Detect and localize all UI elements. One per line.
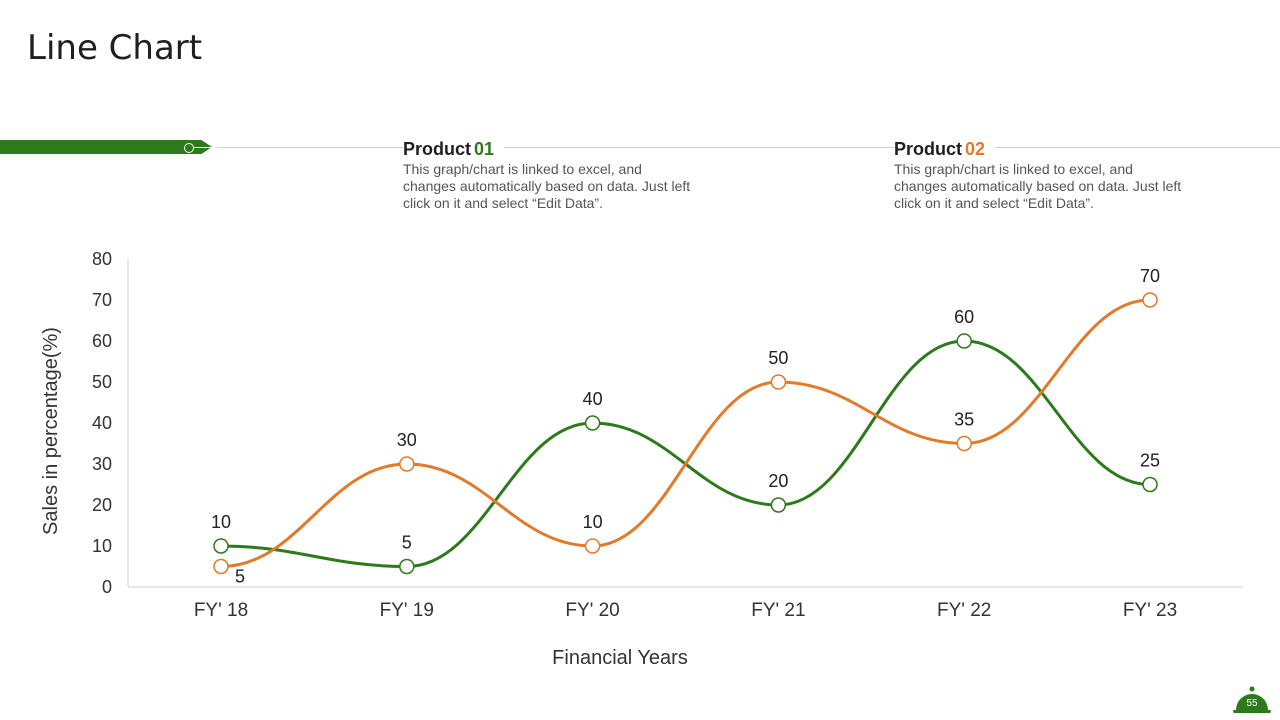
series-line-2 (220, 298, 1151, 568)
series-2-data-label: 70 (1140, 266, 1160, 286)
y-tick-label: 40 (92, 413, 112, 433)
series-2-point (956, 435, 972, 452)
connector-line (193, 147, 217, 148)
product-01-number: 01 (474, 139, 495, 159)
series-2-data-label: 35 (954, 410, 974, 430)
x-tick-label: FY' 21 (751, 600, 805, 621)
y-tick-label: 60 (92, 331, 112, 351)
series-1-data-label: 25 (1140, 451, 1160, 471)
x-tick-label: FY' 20 (565, 600, 619, 621)
series-1-point (770, 497, 787, 513)
x-axis-title: Financial Years (552, 647, 688, 669)
series-1-point (584, 415, 601, 431)
y-tick-label: 30 (92, 454, 112, 474)
accent-bar (0, 140, 212, 154)
x-tick-label: FY' 19 (380, 600, 434, 621)
product-02-label: Product (894, 139, 963, 159)
series-2-data-label: 30 (397, 430, 417, 450)
y-tick-label: 0 (102, 577, 112, 597)
product-01-description: This graph/chart is linked to excel, and… (403, 161, 691, 211)
food-cloche-icon: 55 (1233, 686, 1271, 713)
product-01-block: Product 01 This graph/chart is linked to … (403, 139, 703, 212)
series-1-point (213, 538, 229, 554)
series-2-point (399, 456, 415, 472)
x-tick-label: FY' 18 (194, 600, 248, 621)
y-tick-label: 20 (92, 495, 112, 515)
product-01-heading: Product 01 (403, 139, 505, 160)
series-1-point (399, 558, 415, 575)
product-02-block: Product 02 This graph/chart is linked to … (894, 139, 1194, 212)
x-tick-label: FY' 23 (1123, 600, 1177, 621)
product-02-description: This graph/chart is linked to excel, and… (894, 161, 1182, 211)
y-tick-label: 50 (92, 372, 112, 392)
y-tick-label: 10 (92, 536, 112, 556)
series-2-data-label: 5 (235, 567, 245, 587)
product-02-heading: Product 02 (894, 139, 996, 160)
series-2-data-label: 50 (768, 348, 788, 368)
series-1-data-label: 10 (211, 512, 231, 532)
series-2-point (1142, 292, 1158, 308)
header-rule (212, 147, 1280, 148)
series-1-data-label: 40 (583, 389, 603, 409)
series-1-data-label: 20 (768, 471, 788, 491)
page-title: Line Chart (27, 28, 203, 68)
series-1-point (1142, 476, 1158, 493)
product-01-label: Product (403, 139, 472, 159)
page-number: 55 (1246, 698, 1258, 709)
x-tick-label: FY' 22 (937, 600, 991, 621)
series-2-data-label: 10 (583, 512, 603, 532)
y-tick-label: 70 (92, 290, 112, 310)
series-1-data-label: 60 (954, 307, 974, 327)
connector-dot-icon (184, 143, 194, 153)
series-2-point (584, 538, 601, 554)
series-2-point (213, 558, 229, 575)
product-02-number: 02 (965, 139, 986, 159)
series-1-point (956, 333, 972, 349)
series-line-1 (220, 339, 1151, 569)
y-axis-title: Sales in percentage(%) (40, 327, 62, 535)
y-tick-label: 80 (92, 249, 112, 269)
series-1-data-label: 5 (402, 533, 412, 553)
series-2-point (770, 374, 787, 390)
